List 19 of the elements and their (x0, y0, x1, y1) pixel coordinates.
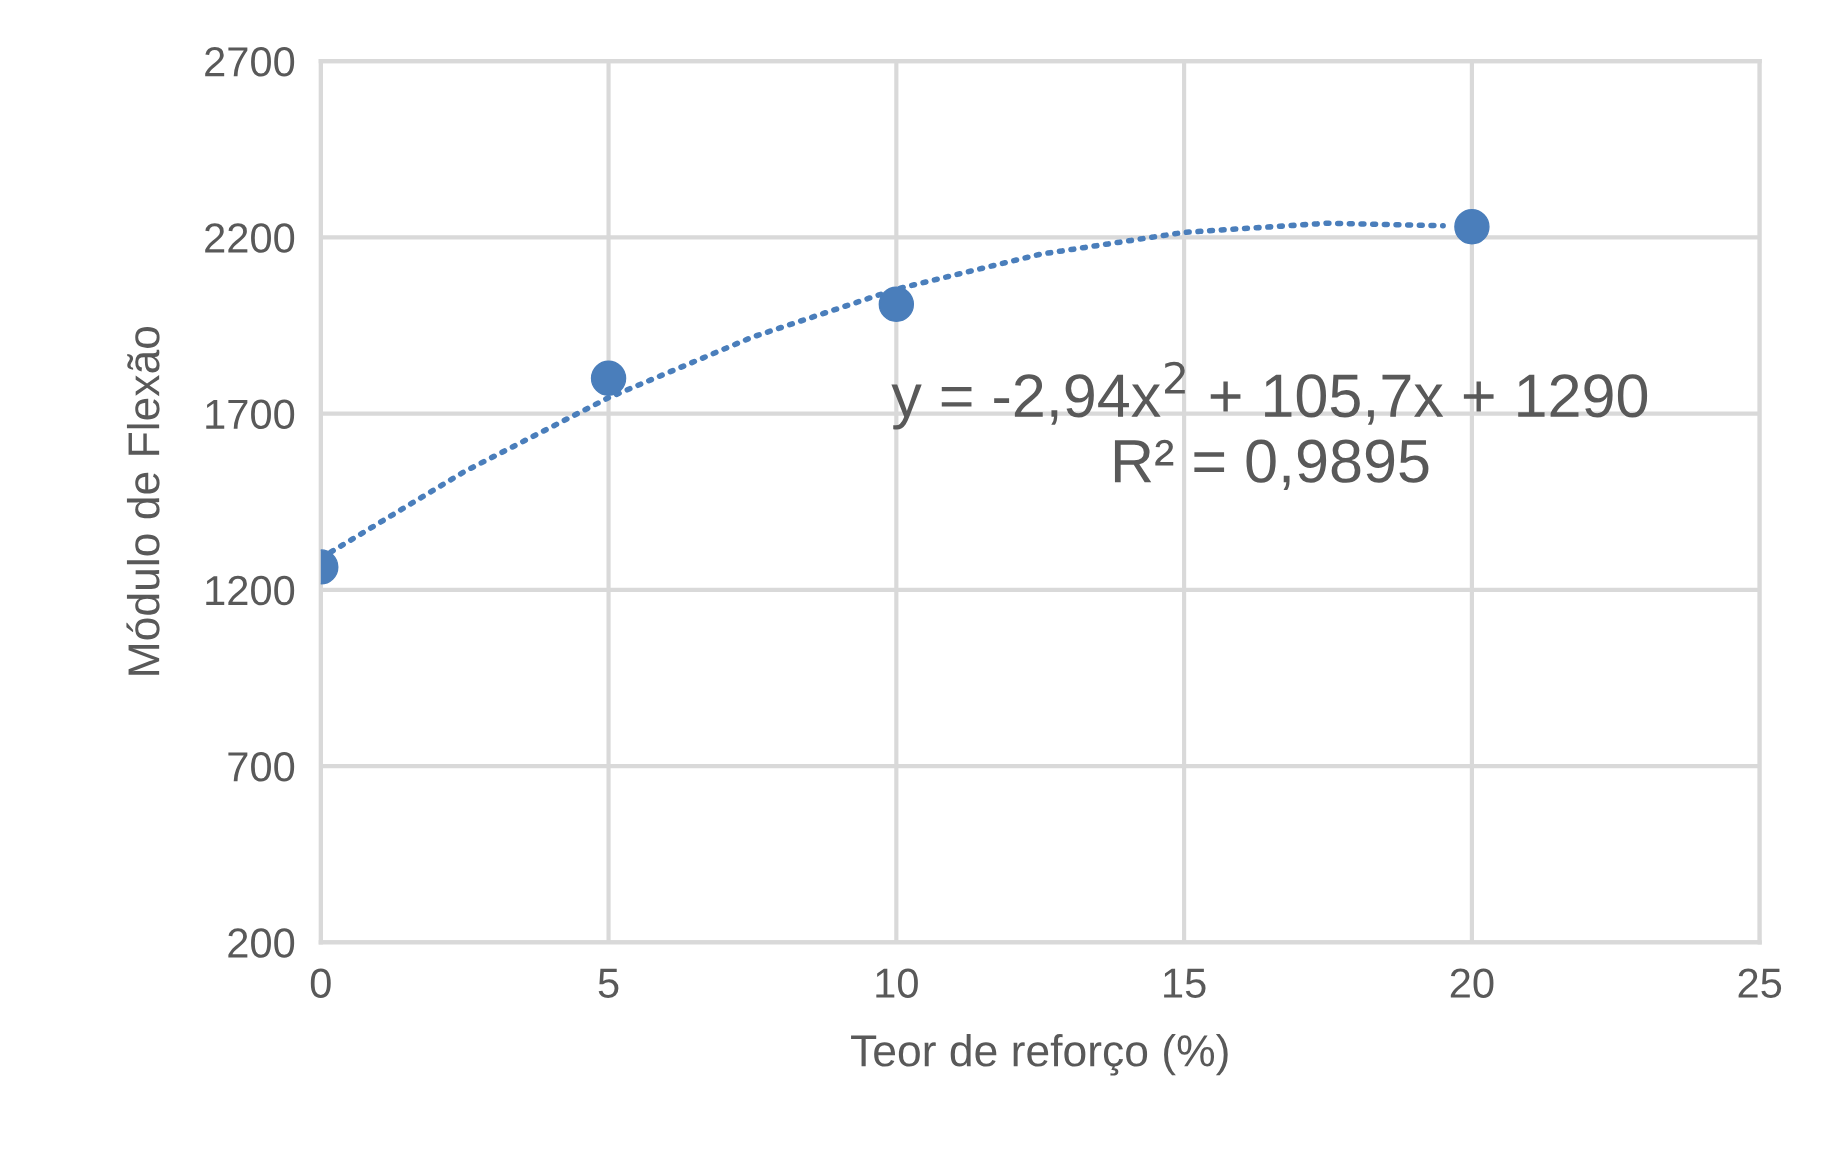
y-tick-label: 1700 (206, 399, 295, 430)
y-tick-label: 2200 (205, 223, 295, 253)
point (1454, 209, 1490, 245)
x-tick-label: 10 (876, 968, 918, 998)
x-tick-label: 25 (1738, 968, 1782, 998)
annotation: y = -2,94x$^{2}$ + 105,7x + 1290 (891, 361, 1648, 430)
x-tick-label: 0 (310, 968, 331, 998)
x-axis-title: Teor de reforço (%) (851, 1033, 1228, 1076)
y-tick-label: 1200 (206, 575, 295, 606)
point (878, 286, 915, 322)
y-tick-label: 2700 (205, 47, 295, 77)
point (590, 360, 627, 397)
y-tick-label: 700 (228, 752, 295, 782)
annotation: R² = 0,9895 (1114, 439, 1429, 491)
x-tick-label: 20 (1450, 968, 1494, 998)
x-tick-label: 15 (1164, 968, 1206, 998)
y-axis-title: Módulo de Flexão (126, 326, 160, 675)
x-tick-label: 5 (598, 968, 619, 998)
y-tick-label: 200 (228, 928, 295, 958)
